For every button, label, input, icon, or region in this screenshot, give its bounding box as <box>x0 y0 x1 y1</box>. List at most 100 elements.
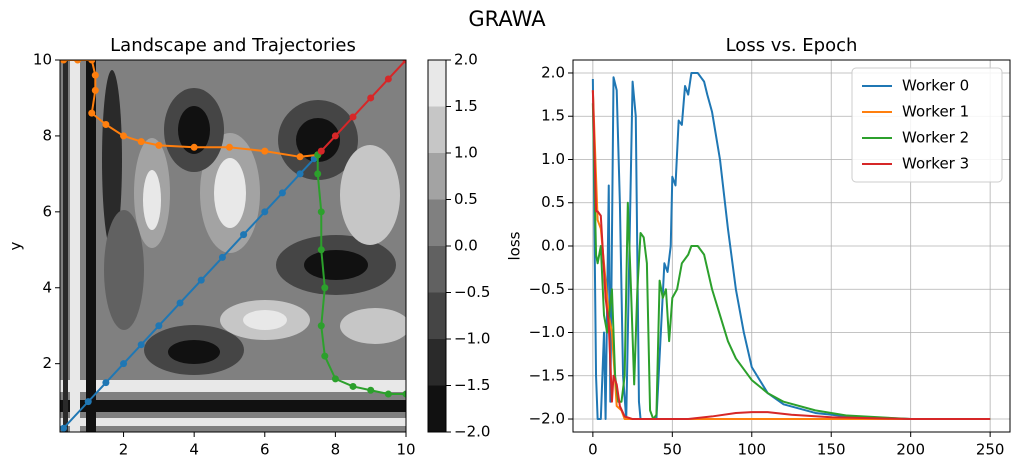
colorbar-tick-label: 1.5 <box>454 97 478 115</box>
colorbar-tick-label: 1.0 <box>454 144 478 162</box>
subplot-title: Loss vs. Epoch <box>726 35 858 56</box>
colorbar-tick-label: 0.5 <box>454 190 478 208</box>
marker <box>384 390 392 398</box>
y-tick-label: −1.0 <box>529 323 565 341</box>
y-tick-label: 1.5 <box>541 107 565 125</box>
marker <box>317 322 325 330</box>
marker <box>120 360 128 368</box>
x-tick-label: 200 <box>896 441 925 459</box>
series-line <box>591 90 991 421</box>
legend-label: Worker 3 <box>902 155 969 173</box>
legend-label: Worker 0 <box>902 77 969 95</box>
marker <box>60 424 68 432</box>
y-tick-label: 2 <box>42 354 52 372</box>
x-tick-label: 0 <box>588 441 598 459</box>
y-tick-label: 10 <box>33 51 52 69</box>
colorbar-band <box>428 106 446 153</box>
marker <box>60 60 68 64</box>
colorbar-band <box>428 385 446 432</box>
colorbar-band <box>428 60 446 107</box>
x-tick-label: 6 <box>260 441 270 459</box>
marker <box>331 375 339 383</box>
y-tick-label: 6 <box>42 202 52 220</box>
x-tick-label: 50 <box>663 441 682 459</box>
legend-box <box>851 67 1003 183</box>
marker <box>218 253 226 261</box>
marker <box>317 246 325 254</box>
marker <box>349 113 357 121</box>
marker <box>331 132 339 140</box>
marker <box>261 147 269 155</box>
colorbar-tick-label: 2.0 <box>454 51 478 69</box>
y-tick-label: −1.5 <box>529 366 565 384</box>
marker <box>155 141 163 149</box>
plot-area <box>591 71 991 421</box>
series-line <box>591 103 991 421</box>
x-tick-label: 150 <box>817 441 846 459</box>
figure-title: GRAWA <box>468 7 546 31</box>
colorbar-tick-label: −0.5 <box>454 283 490 301</box>
marker <box>91 86 99 94</box>
marker <box>225 143 233 151</box>
series-line <box>62 158 315 429</box>
marker <box>120 132 128 140</box>
plot-area <box>60 60 406 432</box>
marker <box>190 143 198 151</box>
marker <box>321 352 329 360</box>
y-axis-label: loss <box>506 231 524 260</box>
y-tick-label: 4 <box>42 278 52 296</box>
colorbar-tick-label: 0.0 <box>454 237 478 255</box>
marker <box>155 322 163 330</box>
marker <box>402 60 406 64</box>
x-tick-label: 8 <box>331 441 341 459</box>
x-tick-label: 4 <box>189 441 199 459</box>
marker <box>84 398 92 406</box>
x-tick-label: 2 <box>119 441 129 459</box>
axes-frame <box>572 59 1011 433</box>
y-tick-label: 0.0 <box>541 237 565 255</box>
colorbar-tick-label: −1.5 <box>454 376 490 394</box>
legend-label: Worker 2 <box>902 129 969 147</box>
marker <box>88 60 96 64</box>
axes-frame <box>59 59 407 433</box>
colorbar-tick-label: −1.0 <box>454 330 490 348</box>
colorbar-band <box>428 292 446 339</box>
marker <box>240 231 248 239</box>
marker <box>402 390 406 398</box>
marker <box>367 386 375 394</box>
marker <box>317 208 325 216</box>
x-tick-label: 250 <box>976 441 1005 459</box>
subplot-title: Landscape and Trajectories <box>110 35 356 56</box>
marker <box>278 189 286 197</box>
marker <box>367 94 375 102</box>
marker <box>296 170 304 178</box>
y-tick-label: −0.5 <box>529 280 565 298</box>
marker <box>296 153 304 161</box>
y-tick-label: 0.5 <box>541 193 565 211</box>
marker <box>176 299 184 307</box>
y-tick-label: 1.0 <box>541 150 565 168</box>
marker <box>137 138 145 146</box>
y-tick-label: 8 <box>42 126 52 144</box>
colorbar-band <box>428 153 446 200</box>
y-axis-label: y <box>7 241 25 250</box>
marker <box>88 109 96 117</box>
marker <box>384 75 392 83</box>
y-tick-label: −2.0 <box>529 410 565 428</box>
marker <box>91 71 99 79</box>
colorbar-band <box>428 199 446 246</box>
marker <box>314 170 322 178</box>
colorbar-band <box>428 246 446 293</box>
marker <box>102 121 110 129</box>
colorbar-band <box>428 339 446 386</box>
x-tick-label: 100 <box>737 441 766 459</box>
y-tick-label: 2.0 <box>541 63 565 81</box>
marker <box>321 284 329 292</box>
legend-label: Worker 1 <box>902 103 969 121</box>
marker <box>317 147 325 155</box>
marker <box>197 276 205 284</box>
colorbar-tick-label: −2.0 <box>454 423 490 441</box>
marker <box>261 208 269 216</box>
x-tick-label: 10 <box>396 441 415 459</box>
